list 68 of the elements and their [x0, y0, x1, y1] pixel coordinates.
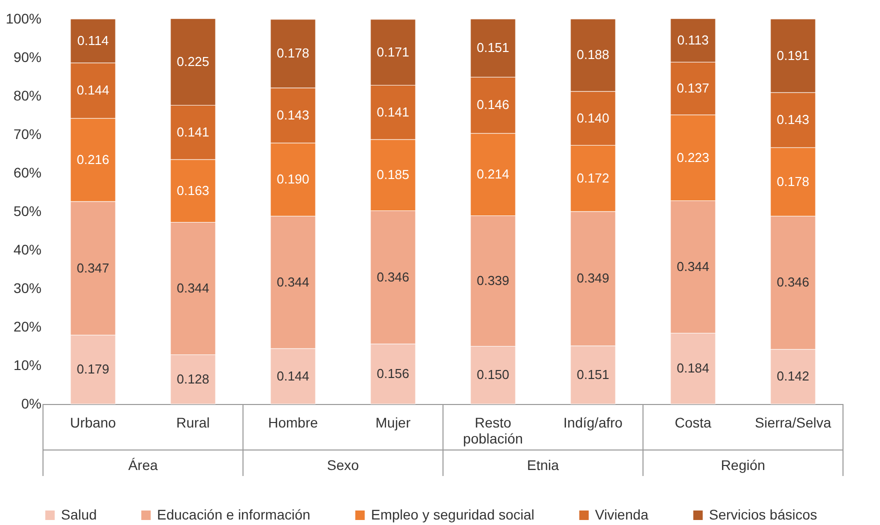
data-label: 0.184	[676, 360, 710, 376]
data-label: 0.344	[276, 274, 310, 290]
x-tick-label: Rural	[176, 414, 210, 430]
x-tick-label: Indíg/afro	[563, 414, 623, 430]
x-tick-label: Resto población	[463, 414, 523, 446]
data-label: 0.344	[176, 280, 210, 296]
y-tick-label: 0%	[21, 396, 42, 412]
data-label: 0.144	[76, 82, 110, 98]
data-label: 0.141	[376, 104, 410, 120]
data-label: 0.151	[576, 366, 610, 382]
data-label: 0.344	[676, 258, 710, 274]
y-tick-label: 90%	[13, 49, 42, 65]
x-tick-label: Mujer	[375, 414, 411, 430]
data-label: 0.178	[276, 46, 310, 61]
data-label: 0.214	[476, 166, 510, 182]
data-label: 0.144	[276, 368, 310, 384]
data-label: 0.114	[77, 32, 109, 48]
y-tick-label: 100%	[6, 10, 42, 26]
text: Sexo	[327, 457, 360, 473]
data-label: 0.142	[776, 368, 810, 384]
data-label: 0.346	[376, 269, 410, 284]
data-label: 0.223	[676, 150, 710, 165]
data-label: 0.143	[276, 107, 310, 122]
data-label: 0.163	[176, 182, 210, 198]
y-tick-label: 20%	[13, 318, 42, 334]
data-label: 0.156	[376, 366, 410, 381]
data-label: 0.171	[376, 44, 410, 60]
text: Etnia	[527, 457, 560, 473]
legend-label: Salud	[61, 506, 97, 522]
x-tick-label: Hombre	[268, 414, 318, 430]
legend-label: Vivienda	[595, 506, 649, 522]
text: Área	[128, 457, 158, 473]
data-label: 0.216	[76, 152, 110, 167]
data-label: 0.128	[176, 371, 210, 386]
data-label: 0.188	[576, 47, 610, 62]
y-tick-label: 30%	[13, 280, 42, 296]
data-label: 0.349	[576, 270, 610, 286]
data-label: 0.179	[76, 362, 110, 377]
data-label: 0.150	[476, 367, 510, 382]
data-label: 0.151	[476, 40, 510, 56]
text: Región	[720, 457, 766, 473]
data-label: 0.178	[776, 174, 810, 189]
x-tick-label: Sierra/Selva	[754, 414, 832, 430]
y-tick-label: 50%	[13, 203, 42, 219]
y-tick-label: 10%	[13, 357, 42, 373]
data-label: 0.191	[776, 48, 810, 63]
data-label: 0.225	[176, 54, 210, 69]
data-label: 0.347	[76, 260, 110, 276]
data-label: 0.141	[176, 124, 210, 140]
y-tick-label: 60%	[13, 164, 42, 180]
data-label: 0.113	[677, 32, 709, 48]
legend-label: Servicios básicos	[709, 506, 818, 522]
x-tick-label: Costa	[674, 414, 712, 430]
x-tick-label: Urbano	[70, 414, 116, 430]
data-label: 0.346	[776, 274, 810, 290]
y-tick-label: 40%	[13, 242, 42, 258]
data-label: 0.172	[576, 170, 610, 186]
data-label: 0.146	[476, 97, 510, 112]
data-label: 0.185	[376, 167, 410, 182]
legend-label: Educación e información	[157, 506, 310, 522]
data-label: 0.137	[676, 80, 710, 96]
y-tick-label: 80%	[13, 88, 42, 104]
data-label: 0.143	[776, 112, 810, 128]
data-label: 0.190	[276, 172, 310, 187]
legend-label: Empleo y seguridad social	[371, 506, 534, 522]
data-label: 0.339	[476, 272, 510, 288]
y-tick-label: 70%	[13, 126, 42, 142]
data-label: 0.140	[576, 110, 610, 126]
